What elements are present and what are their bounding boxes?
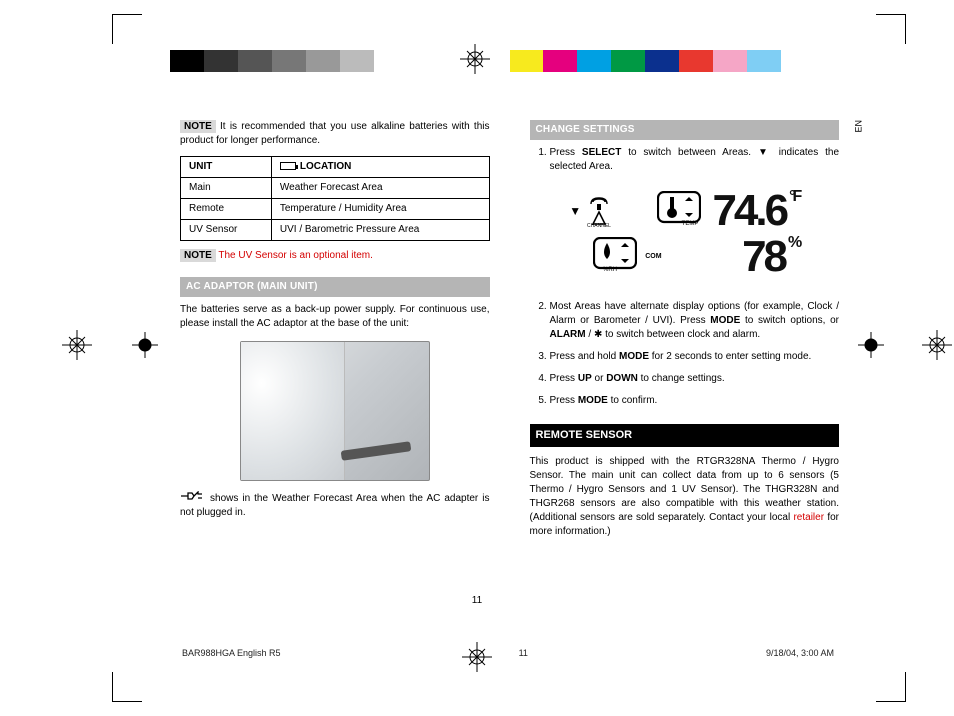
remote-sensor-text: This product is shipped with the RTGR328… [530,455,840,539]
step-5: Press MODE to confirm. [550,394,840,408]
table-head-location: LOCATION [271,157,489,178]
com-label: COM [645,252,661,262]
page-number: 11 [472,595,482,606]
step-3: Press and hold MODE for 2 seconds to ent… [550,350,840,364]
registration-mark-icon [130,330,160,360]
humidity-icon: %RH [593,237,637,278]
note-1: NOTE It is recommended that you use alka… [180,120,490,148]
section-heading-remote-sensor: REMOTE SENSOR [530,424,840,447]
battery-icon [280,162,296,170]
registration-mark-icon [62,330,92,360]
ac-adaptor-text: The batteries serve as a back-up power s… [180,303,490,331]
retailer-link[interactable]: retailer [793,512,824,523]
footer-doc-id: BAR988HGA English R5 [182,648,281,658]
footer: BAR988HGA English R5 11 9/18/04, 3:00 AM [182,648,834,658]
selected-area-icon: ▼ [569,203,581,220]
registration-mark-icon [856,330,886,360]
table-row: RemoteTemperature / Humidity Area [181,199,490,220]
color-calibration-bar [170,50,849,72]
plug-note: shows in the Weather Forecast Area when … [180,491,490,520]
lcd-temp-value: 74.6°F [712,189,799,233]
step-2: Most Areas have alternate display option… [550,300,840,342]
note-tag: NOTE [180,120,216,133]
table-head-unit: UNIT [181,157,272,178]
svg-text:%RH: %RH [603,267,617,273]
right-column: CHANGE SETTINGS Press SELECT to switch b… [530,120,840,606]
registration-mark-icon [922,330,952,360]
left-column: NOTE It is recommended that you use alka… [180,120,490,606]
note-2: NOTE The UV Sensor is an optional item. [180,249,490,263]
settings-steps: Press SELECT to switch between Areas. ▼ … [530,146,840,174]
step-1: Press SELECT to switch between Areas. ▼ … [550,146,840,174]
unit-location-table: UNIT LOCATION MainWeather Forecast Area … [180,156,490,241]
lcd-hum-value: 78% [742,235,799,279]
section-heading-change-settings: CHANGE SETTINGS [530,120,840,140]
note-tag: NOTE [180,249,216,262]
page-content: NOTE It is recommended that you use alka… [180,120,839,606]
temp-icon: TEMP [657,191,701,232]
channel-icon: CHANNEL [587,194,657,228]
product-photo [240,341,430,481]
footer-page: 11 [519,648,528,658]
footer-timestamp: 9/18/04, 3:00 AM [766,648,834,658]
plug-icon [180,491,202,506]
table-row: MainWeather Forecast Area [181,178,490,199]
language-tag: EN [854,120,864,133]
lcd-illustration: ▼ CHANNEL TEMP 74.6°F %RH COM 7 [559,182,809,286]
table-row: UV SensorUVI / Barometric Pressure Area [181,220,490,241]
step-4: Press UP or DOWN to change settings. [550,372,840,386]
svg-text:CHANNEL: CHANNEL [587,223,611,228]
registration-mark-icon [460,44,490,74]
settings-steps-cont: Most Areas have alternate display option… [530,300,840,408]
svg-text:TEMP: TEMP [682,221,699,227]
section-heading-ac-adaptor: AC ADAPTOR (MAIN UNIT) [180,277,490,297]
